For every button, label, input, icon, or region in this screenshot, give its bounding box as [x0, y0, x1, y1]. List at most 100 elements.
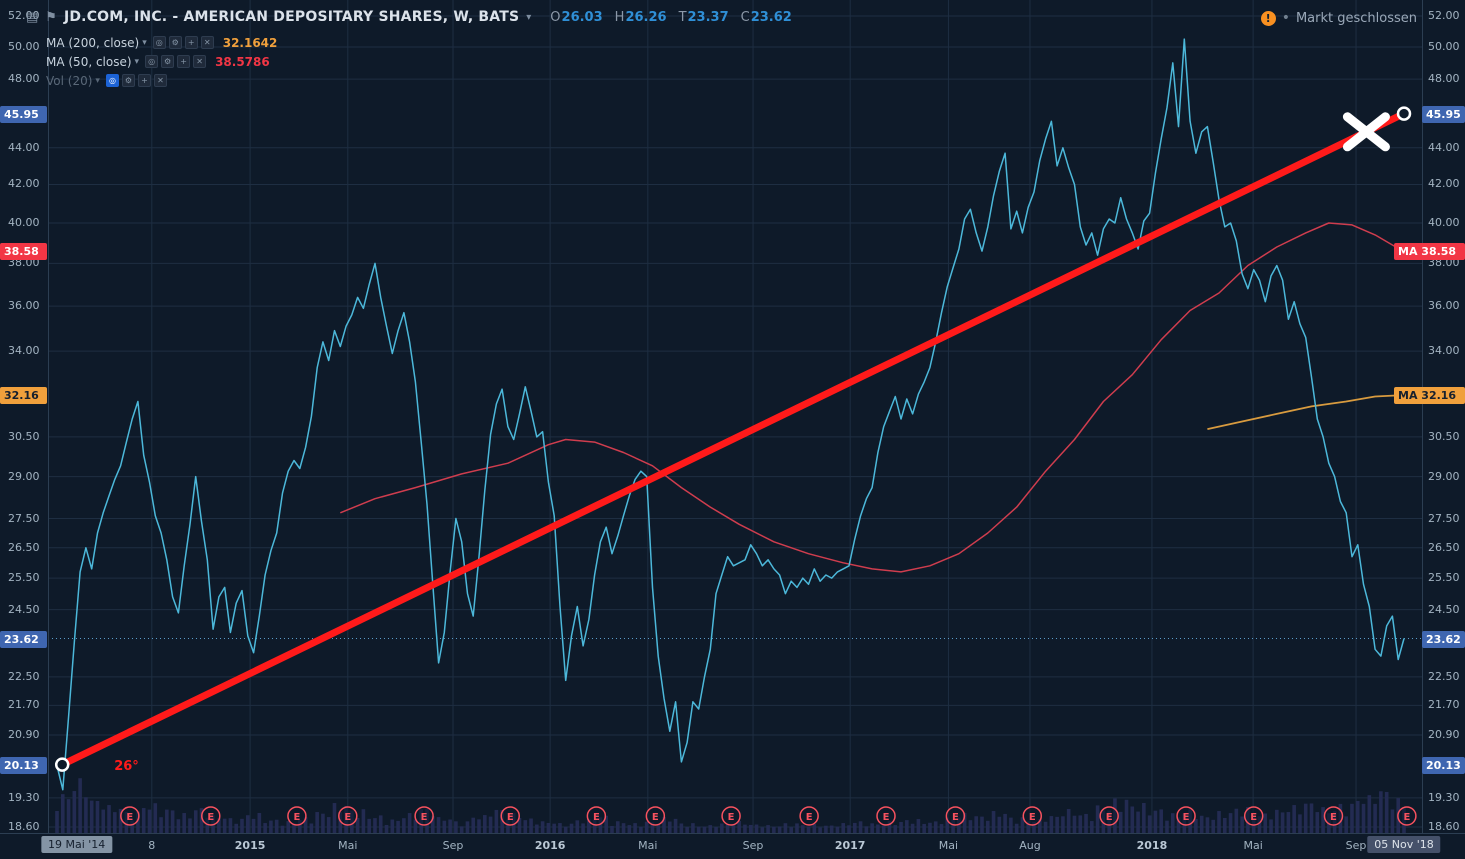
close-icon[interactable]: ✕: [153, 74, 167, 87]
earnings-marker[interactable]: E: [500, 806, 520, 826]
legend-row-ma50[interactable]: MA (50, close) ▾ ◎ ⚙ + ✕ 38.5786: [46, 52, 277, 71]
earnings-marker[interactable]: E: [586, 806, 607, 826]
plus-icon[interactable]: +: [137, 74, 151, 87]
volume-bar: [818, 827, 822, 833]
earnings-circle-icon[interactable]: [645, 806, 666, 826]
earnings-circle-icon[interactable]: [799, 806, 819, 826]
trend-end-handle[interactable]: [1396, 106, 1412, 121]
volume-bar: [1194, 818, 1198, 833]
indicator-name[interactable]: MA (200, close): [46, 35, 140, 50]
earnings-letter: E: [1029, 812, 1036, 823]
volume-bar: [309, 823, 314, 833]
legend-row-volume[interactable]: Vol (20) ▾ ◎ ⚙ + ✕: [46, 71, 277, 90]
volume-bar: [1298, 814, 1302, 833]
volume-bar: [766, 825, 770, 833]
price-line[interactable]: [56, 38, 1405, 791]
earnings-circle-icon[interactable]: [1022, 806, 1043, 826]
earnings-circle-icon[interactable]: [1397, 806, 1417, 826]
chevron-down-icon[interactable]: ▾: [142, 37, 147, 48]
eye-icon[interactable]: ◎: [105, 74, 119, 87]
gear-icon[interactable]: ⚙: [161, 55, 175, 68]
volume-bar: [1309, 803, 1314, 833]
price-tick-label: 40.00: [1428, 215, 1460, 229]
symbol-title[interactable]: JD.COM, INC. - AMERICAN DEPOSITARY SHARE…: [63, 9, 520, 25]
volume-bar: [633, 823, 637, 833]
price-tick-label: 25.50: [1428, 571, 1460, 585]
earnings-marker[interactable]: E: [1243, 806, 1264, 826]
volume-bar: [153, 803, 158, 833]
earnings-marker[interactable]: E: [287, 806, 307, 826]
close-icon[interactable]: ✕: [193, 55, 207, 68]
earnings-marker[interactable]: E: [414, 806, 434, 826]
trend-line[interactable]: [58, 110, 1408, 769]
earnings-marker[interactable]: E: [1022, 806, 1043, 826]
ma200-line[interactable]: [1207, 394, 1405, 430]
earnings-circle-icon[interactable]: [201, 806, 221, 826]
earnings-marker[interactable]: E: [1397, 806, 1417, 826]
earnings-circle-icon[interactable]: [945, 806, 966, 826]
menu-icon[interactable]: ▤: [26, 9, 39, 25]
gear-icon[interactable]: ⚙: [168, 36, 182, 49]
time-axis-label: Mai: [1243, 839, 1263, 852]
legend-row-ma200[interactable]: MA (200, close) ▾ ◎ ⚙ + ✕ 32.1642: [46, 33, 277, 52]
earnings-marker[interactable]: E: [645, 806, 666, 826]
earnings-marker[interactable]: E: [120, 806, 140, 826]
volume-bar: [448, 819, 452, 833]
ma50-line[interactable]: [340, 222, 1405, 573]
earnings-circle-icon[interactable]: [120, 806, 140, 826]
time-axis-label: 2017: [834, 839, 866, 852]
earnings-circle-icon[interactable]: [414, 806, 434, 826]
flag-icon[interactable]: ⚑: [45, 9, 57, 25]
volume-bar: [245, 815, 250, 833]
earnings-circle-icon[interactable]: [338, 806, 358, 826]
earnings-circle-icon[interactable]: [721, 806, 741, 826]
volume-bar: [95, 800, 100, 833]
chevron-down-icon[interactable]: ▾: [526, 11, 532, 23]
volume-bar: [188, 818, 192, 833]
earnings-circle-icon[interactable]: [1099, 806, 1119, 826]
alert-icon[interactable]: !: [1260, 10, 1276, 26]
earnings-marker[interactable]: E: [1323, 806, 1344, 826]
volume-bar: [922, 823, 926, 833]
volume-bar: [89, 800, 94, 833]
earnings-marker[interactable]: E: [945, 806, 966, 826]
volume-bar: [604, 815, 609, 833]
volume-bar: [847, 825, 851, 833]
earnings-marker[interactable]: E: [1099, 806, 1119, 826]
x-marker[interactable]: [1342, 112, 1390, 152]
trend-start-handle[interactable]: [54, 757, 70, 772]
earnings-marker[interactable]: E: [876, 806, 896, 826]
earnings-marker[interactable]: E: [721, 806, 741, 826]
earnings-circle-icon[interactable]: [1323, 806, 1344, 826]
earnings-circle-icon[interactable]: [1176, 806, 1196, 826]
volume-bar: [743, 824, 747, 833]
volume-bar: [454, 821, 458, 833]
close-icon[interactable]: ✕: [200, 36, 214, 49]
price-tick-label: 44.00: [1428, 140, 1460, 154]
chevron-down-icon[interactable]: ▾: [95, 75, 100, 86]
earnings-letter: E: [952, 812, 959, 823]
eye-icon[interactable]: ◎: [145, 55, 159, 68]
earnings-circle-icon[interactable]: [287, 806, 307, 826]
earnings-marker[interactable]: E: [799, 806, 819, 826]
plus-icon[interactable]: +: [184, 36, 198, 49]
indicator-name[interactable]: Vol (20): [46, 73, 93, 88]
earnings-marker[interactable]: E: [1176, 806, 1196, 826]
gear-icon[interactable]: ⚙: [121, 74, 135, 87]
volume-bar: [598, 817, 603, 833]
earnings-marker[interactable]: E: [201, 806, 221, 826]
earnings-circle-icon[interactable]: [1243, 806, 1264, 826]
volume-bar: [621, 823, 626, 833]
earnings-circle-icon[interactable]: [876, 806, 896, 826]
volume-bar: [1130, 806, 1135, 833]
earnings-circle-icon[interactable]: [500, 806, 520, 826]
plus-icon[interactable]: +: [177, 55, 191, 68]
earnings-marker[interactable]: E: [338, 806, 358, 826]
volume-bar: [552, 823, 556, 833]
price-tick-label: 22.50: [1428, 669, 1460, 683]
chevron-down-icon[interactable]: ▾: [134, 56, 140, 67]
eye-icon[interactable]: ◎: [152, 36, 166, 49]
earnings-circle-icon[interactable]: [586, 806, 607, 826]
indicator-name[interactable]: MA (50, close): [46, 54, 132, 69]
